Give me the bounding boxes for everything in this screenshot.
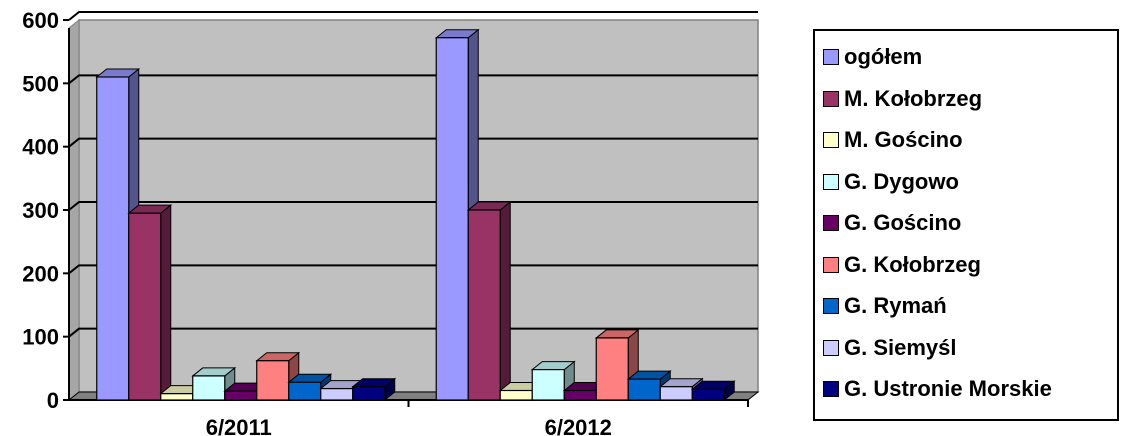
bars	[95, 28, 736, 402]
x-category-label: 6/2012	[545, 415, 612, 436]
legend-swatch	[823, 298, 839, 314]
gridline	[68, 264, 758, 275]
y-tick-label: 0	[47, 388, 59, 413]
legend-item: ogółem	[823, 37, 922, 77]
bar	[95, 67, 141, 402]
bar	[351, 377, 397, 402]
legend-item: G. Gościno	[823, 203, 961, 243]
gridline	[68, 201, 758, 211]
y-tick-label: 100	[22, 325, 59, 350]
gridline	[68, 327, 758, 338]
gridlines	[68, 11, 758, 338]
legend-label: G. Gościno	[844, 210, 962, 235]
bar	[530, 360, 576, 402]
y-tick-label: 600	[22, 8, 59, 33]
plot-area	[68, 18, 759, 402]
legend-swatch	[823, 381, 839, 397]
legend-swatch	[823, 49, 839, 65]
legend-label: G. Ustronie Morskie	[844, 376, 1052, 401]
legend-label: G. Kołobrzeg	[844, 251, 981, 277]
legend-item: M. Gościno	[823, 120, 963, 160]
legend-item: G. Rymań	[823, 286, 947, 326]
legend-item: G. Dygowo	[823, 162, 959, 202]
legend-label: G. Siemyśl	[844, 334, 957, 360]
legend-swatch	[823, 90, 839, 107]
legend-item: M. Kołobrzeg	[823, 79, 982, 119]
legend-label: M. Gościno	[844, 127, 963, 152]
gridline	[68, 137, 758, 148]
back-wall	[78, 19, 759, 393]
legend-swatch	[823, 339, 839, 356]
legend-swatch	[823, 173, 839, 190]
y-tick-label: 300	[22, 198, 59, 223]
legend-label: G. Dygowo	[844, 168, 959, 194]
legend: ogółem M. Kołobrzeg M. Gościno G. Dygowo G. …	[813, 29, 1119, 421]
legend-swatch	[823, 256, 839, 273]
y-axis-ticks: 0 100 200 300 400 500 600	[22, 8, 69, 413]
bar	[255, 351, 301, 402]
legend-item: G. Kołobrzeg	[823, 245, 981, 285]
y-tick-label: 200	[22, 261, 59, 286]
bar	[127, 204, 173, 402]
bar	[594, 328, 640, 402]
legend-item: G. Ustronie Morskie	[823, 369, 1052, 409]
legend-item: G. Siemyśl	[823, 328, 957, 368]
legend-label: ogółem	[844, 44, 923, 69]
x-axis-categories: 6/2011 6/2012	[206, 400, 749, 436]
x-category-label: 6/2011	[206, 415, 272, 436]
legend-label: G. Rymań	[844, 293, 947, 318]
y-tick-label: 400	[22, 135, 59, 160]
bar	[690, 380, 736, 402]
bar	[466, 200, 512, 402]
y-tick-label: 500	[22, 71, 59, 96]
gridline	[68, 11, 758, 21]
legend-label: M. Kołobrzeg	[844, 85, 983, 111]
gridline	[68, 74, 758, 85]
legend-swatch	[823, 215, 839, 231]
legend-swatch	[823, 132, 839, 148]
